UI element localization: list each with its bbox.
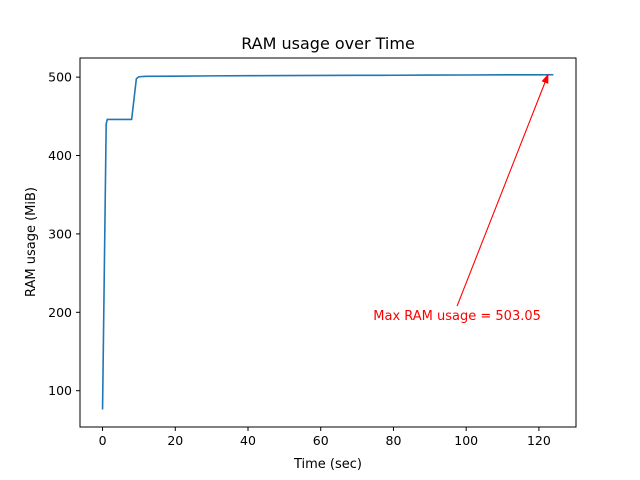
y-tick-label: 100	[48, 383, 72, 398]
y-tick-label: 300	[48, 226, 72, 241]
series-line-0	[101, 73, 554, 410]
axes-frame	[79, 57, 577, 428]
x-tick-label: 120	[527, 433, 551, 448]
chart-title: RAM usage over Time	[241, 34, 415, 53]
x-axis-title: Time (sec)	[293, 457, 362, 472]
plot-area: Max RAM usage = 503.05 0 20 40 60 80 100 120 100…	[48, 57, 577, 448]
x-tick-label: 20	[167, 433, 183, 448]
x-tick-label: 40	[240, 433, 256, 448]
annotation-label: Max RAM usage = 503.05	[373, 309, 541, 324]
x-tick-label: 100	[454, 433, 478, 448]
annotation-arrow-line	[456, 74, 549, 307]
y-tick-label: 400	[48, 148, 72, 163]
y-axis-title: RAM usage (MiB)	[24, 187, 39, 297]
x-tick-label: 60	[313, 433, 329, 448]
x-tick-label: 80	[386, 433, 402, 448]
y-tick-label: 500	[48, 70, 72, 85]
annotation-arrow-head	[541, 73, 549, 84]
y-tick-label: 200	[48, 305, 72, 320]
x-tick-label: 0	[99, 433, 107, 448]
